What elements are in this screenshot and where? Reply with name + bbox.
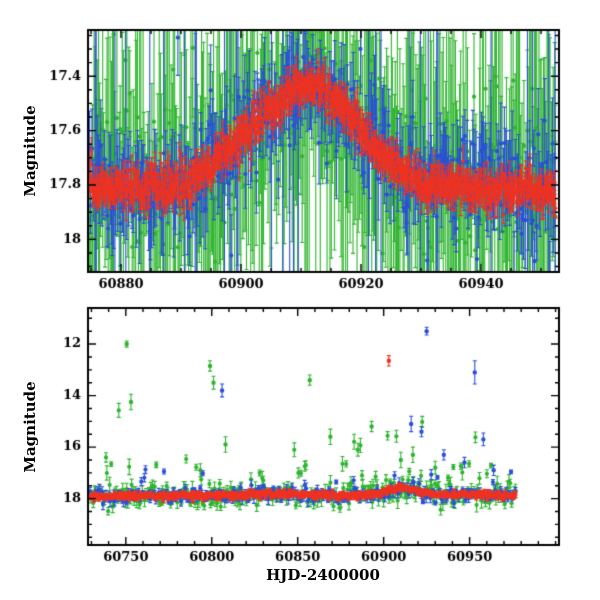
bottom-y-axis-label: Magnitude	[21, 381, 39, 473]
top-y-axis-label: Magnitude	[21, 105, 39, 197]
x-axis-label: HJD-2400000	[266, 566, 380, 584]
